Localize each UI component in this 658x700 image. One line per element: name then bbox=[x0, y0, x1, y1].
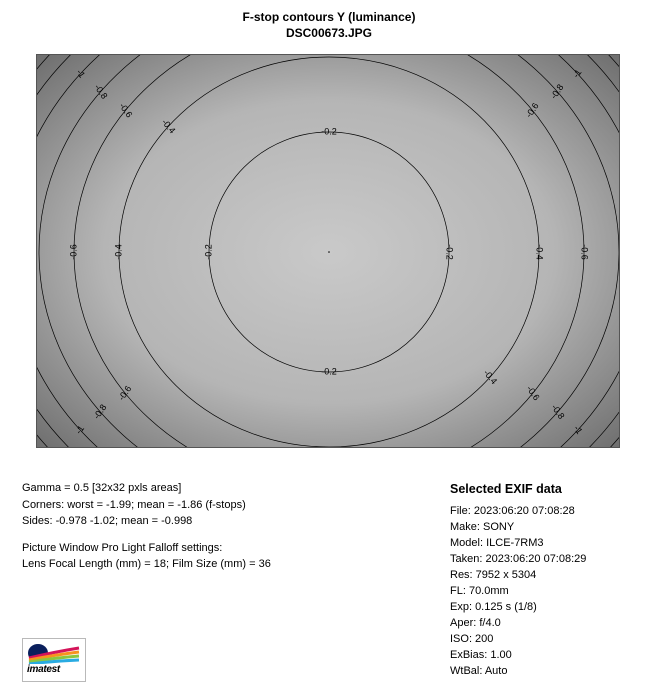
svg-text:-0.6: -0.6 bbox=[68, 244, 78, 260]
chart-title: F-stop contours Y (luminance) DSC00673.J… bbox=[0, 0, 658, 41]
exif-row: Model: ILCE-7RM3 bbox=[450, 536, 586, 552]
exif-row: Aper: f/4.0 bbox=[450, 616, 586, 632]
exif-row: ISO: 200 bbox=[450, 632, 586, 648]
imatest-logo: imatest bbox=[22, 638, 86, 682]
exif-header: Selected EXIF data bbox=[450, 480, 586, 498]
exif-panel: Selected EXIF data File: 2023:06:20 07:0… bbox=[450, 480, 586, 679]
exif-row: Make: SONY bbox=[450, 520, 586, 536]
exif-rows: File: 2023:06:20 07:08:28Make: SONYModel… bbox=[450, 504, 586, 679]
exif-row: ExBias: 1.00 bbox=[450, 648, 586, 664]
svg-text:-0.2: -0.2 bbox=[321, 366, 337, 376]
exif-row: Res: 7952 x 5304 bbox=[450, 568, 586, 584]
logo-text: imatest bbox=[27, 664, 81, 675]
exif-row: Exp: 0.125 s (1/8) bbox=[450, 600, 586, 616]
exif-row: File: 2023:06:20 07:08:28 bbox=[450, 504, 586, 520]
svg-text:-0.6: -0.6 bbox=[580, 244, 590, 260]
svg-text:-0.4: -0.4 bbox=[113, 244, 123, 260]
corners-line: Corners: worst = -1.99; mean = -1.86 (f-… bbox=[22, 497, 271, 514]
sides-line: Sides: -0.978 -1.02; mean = -0.998 bbox=[22, 513, 271, 530]
svg-text:-0.2: -0.2 bbox=[445, 244, 455, 260]
pwp-line: Lens Focal Length (mm) = 18; Film Size (… bbox=[22, 556, 271, 573]
pwp-header: Picture Window Pro Light Falloff setting… bbox=[22, 540, 271, 557]
svg-text:-0.4: -0.4 bbox=[535, 244, 545, 260]
gamma-line: Gamma = 0.5 [32x32 pxls areas] bbox=[22, 480, 271, 497]
analysis-info: Gamma = 0.5 [32x32 pxls areas] Corners: … bbox=[22, 480, 271, 573]
exif-row: Taken: 2023:06:20 07:08:29 bbox=[450, 552, 586, 568]
svg-text:-0.2: -0.2 bbox=[321, 126, 337, 136]
exif-row: FL: 70.0mm bbox=[450, 584, 586, 600]
title-line1: F-stop contours Y (luminance) bbox=[0, 10, 658, 26]
exif-row: WtBal: Auto bbox=[450, 664, 586, 680]
contour-plot: -0.2-0.2-0.2-0.2-0.4-0.4-0.4-0.4-0.6-0.6… bbox=[36, 54, 620, 448]
svg-text:-0.2: -0.2 bbox=[203, 244, 213, 260]
title-line2: DSC00673.JPG bbox=[0, 26, 658, 42]
